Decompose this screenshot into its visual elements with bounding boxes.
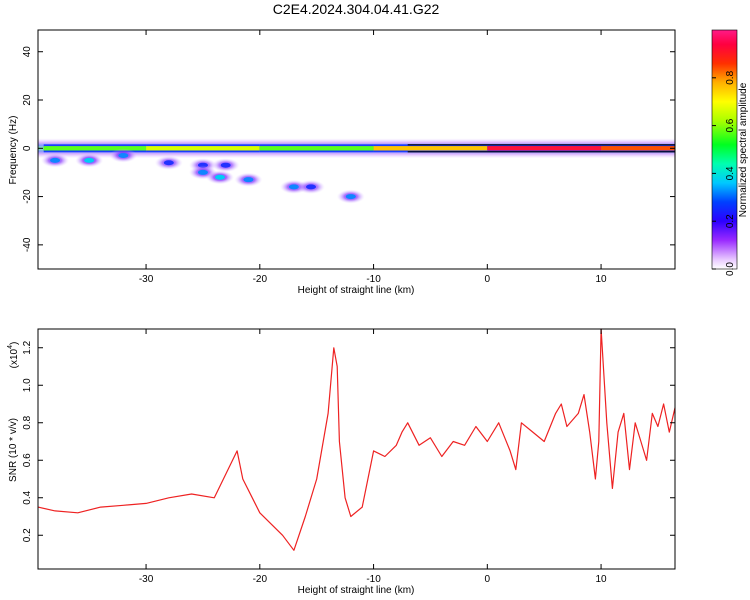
heatmap-y-tick-label: 20 [22, 94, 33, 106]
heatmap-y-tick-label: -20 [22, 189, 33, 204]
snr-x-tick-label: -20 [253, 574, 268, 585]
chart-title: C2E4.2024.304.04.41.G22 [273, 1, 440, 17]
heatmap-x-tick-label: -20 [253, 274, 268, 285]
heatmap-feature-core [84, 157, 95, 163]
snr-plot-area [38, 329, 675, 569]
colorbar-tick-label: 0.8 [725, 70, 736, 84]
snr-y-tick-label: 0.6 [22, 453, 33, 467]
colorbar: 0.0 0.2 0.4 0.6 0.8 Normalized spectral ampl… [711, 29, 749, 276]
heatmap-x-ticks: -30 -20 -10 0 10 [139, 30, 607, 285]
heatmap-x-tick-label: 0 [485, 274, 491, 285]
snr-x-tick-label: 10 [596, 574, 608, 585]
colorbar-gradient [711, 29, 738, 270]
heatmap-feature-core [306, 184, 316, 190]
heatmap-feature-core [163, 160, 174, 166]
snr-y-ticks: 0.2 0.4 0.6 0.8 1.0 1.2 [22, 340, 675, 542]
heatmap-feature-core [345, 194, 356, 200]
heatmap-x-axis-label: Height of straight line (km) [298, 285, 415, 296]
snr-multiplier-exponent: 4 [7, 345, 14, 349]
heatmap-band-core [146, 146, 260, 151]
colorbar-tick-label: 0.4 [725, 166, 736, 180]
snr-y-tick-label: 0.4 [22, 490, 33, 504]
colorbar-label: Normalized spectral amplitude [738, 82, 749, 217]
heatmap-band-core [487, 146, 602, 151]
heatmap-y-tick-label: 40 [22, 46, 33, 58]
heatmap-y-tick-label: -40 [22, 237, 33, 252]
heatmap-feature-core [50, 157, 61, 163]
heatmap-feature-core [215, 174, 225, 180]
heatmap-feature-core [220, 162, 231, 168]
snr-multiplier-close: ) [9, 342, 20, 345]
heatmap-feature-core [288, 184, 299, 190]
colorbar-tick-label: 0.0 [725, 262, 736, 276]
colorbar-tick-label: 0.2 [725, 214, 736, 228]
snr-y-tick-label: 0.2 [22, 528, 33, 542]
heatmap-band-core [259, 146, 374, 151]
heatmap-y-ticks: 40 20 0 -20 -40 [22, 46, 675, 252]
snr-series-line [37, 328, 676, 551]
snr-marks [37, 328, 676, 551]
heatmap-feature-core [197, 169, 208, 175]
heatmap-y-tick-label: 0 [22, 145, 33, 151]
snr-x-tick-label: 0 [485, 574, 491, 585]
heatmap-x-tick-label: -10 [366, 274, 381, 285]
heatmap-feature-core [243, 177, 254, 183]
heatmap-panel: -30 -20 -10 0 10 40 20 0 -20 -40 Height of strai… [8, 29, 676, 296]
snr-multiplier-base: (x10 [9, 348, 20, 368]
snr-y-tick-label: 1.2 [22, 340, 33, 354]
heatmap-frame [37, 29, 676, 270]
snr-x-ticks: -30 -20 -10 0 10 [139, 329, 607, 585]
snr-y-tick-label: 0.8 [22, 415, 33, 429]
snr-frame [37, 328, 676, 570]
heatmap-band-core [43, 146, 147, 151]
heatmap-feature-core [118, 153, 129, 159]
snr-x-tick-label: -10 [366, 574, 381, 585]
snr-y-axis-label: SNR (10 * v/v) [8, 418, 19, 482]
heatmap-band-core [601, 146, 675, 151]
snr-panel: -30 -20 -10 0 10 0.2 0.4 0.6 0.8 1.0 1.2 Height o… [7, 328, 676, 596]
snr-x-axis-label: Height of straight line (km) [298, 585, 415, 596]
colorbar-ticks: 0.0 0.2 0.4 0.6 0.8 [712, 70, 736, 276]
heatmap-x-tick-label: -30 [139, 274, 154, 285]
heatmap-band-core [373, 146, 488, 151]
snr-y-tick-label: 1.0 [22, 378, 33, 392]
colorbar-tick-label: 0.6 [725, 118, 736, 132]
snr-y-multiplier: (x104) [7, 342, 20, 369]
snr-x-tick-label: -30 [139, 574, 154, 585]
heatmap-marks [38, 138, 675, 204]
heatmap-y-axis-label: Frequency (Hz) [8, 116, 19, 185]
heatmap-x-tick-label: 10 [596, 274, 608, 285]
